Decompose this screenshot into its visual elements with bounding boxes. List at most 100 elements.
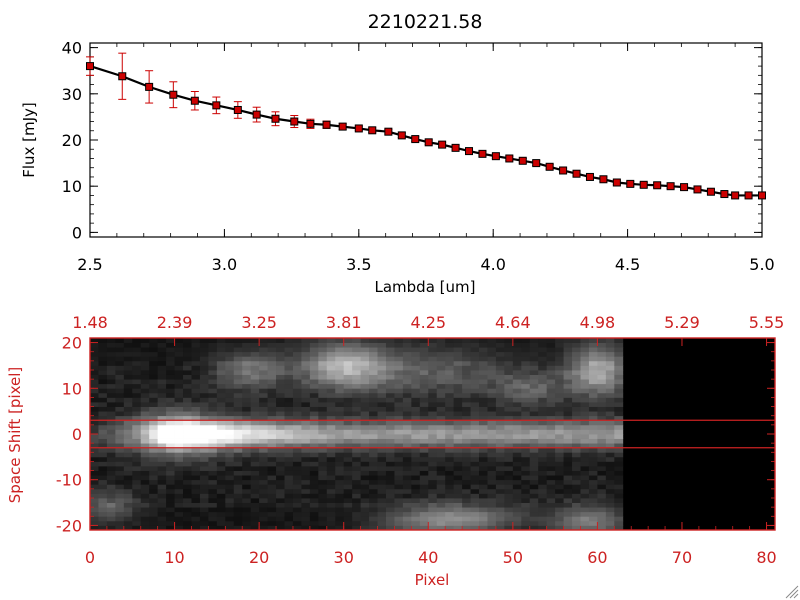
heatmap-cell — [225, 525, 235, 531]
heatmap-cell — [149, 415, 159, 421]
heatmap-cell — [191, 383, 201, 389]
heatmap-cell — [225, 443, 235, 449]
heatmap-cell — [580, 429, 590, 435]
heatmap-cell — [462, 388, 471, 394]
heatmap-cell — [470, 447, 480, 453]
heatmap-cell — [326, 461, 336, 467]
heatmap-cell — [343, 470, 353, 476]
heatmap-cell — [106, 342, 116, 348]
heatmap-cell — [487, 415, 497, 421]
heatmap-cell — [369, 420, 378, 426]
heatmap-cell — [521, 498, 531, 503]
heatmap-cell — [140, 365, 150, 371]
heatmap-cell — [495, 383, 505, 389]
heatmap-cell — [495, 429, 505, 435]
heatmap-cell — [538, 452, 548, 458]
heatmap-cell — [360, 488, 370, 494]
heatmap-cell — [487, 456, 497, 462]
heatmap-cell — [208, 493, 218, 499]
heatmap-cell — [487, 511, 497, 517]
heatmap-cell — [335, 470, 345, 476]
heatmap-cell — [402, 388, 412, 394]
heatmap-cell — [479, 484, 488, 490]
heatmap-cell — [267, 415, 277, 421]
heatmap-cell — [445, 461, 455, 467]
heatmap-cell — [597, 365, 607, 371]
heatmap-cell — [597, 338, 607, 343]
heatmap-cell — [174, 374, 184, 380]
heatmap-cell — [538, 342, 548, 348]
heatmap-cell — [208, 388, 218, 394]
heatmap-cell — [546, 406, 556, 412]
heatmap-cell — [352, 466, 362, 471]
heatmap-cell — [563, 374, 573, 380]
heatmap-cell — [538, 360, 548, 366]
heatmap-cell — [521, 356, 531, 362]
heatmap-cell — [385, 356, 395, 362]
heatmap-cell — [183, 388, 192, 394]
heatmap-cell — [115, 498, 125, 503]
heatmap-cell — [292, 424, 302, 430]
heatmap-cell — [462, 338, 471, 343]
heatmap-cell — [98, 342, 108, 348]
heatmap-cell — [487, 374, 497, 380]
heatmap-cell — [462, 392, 471, 398]
heatmap-cell — [521, 370, 531, 375]
heatmap-cell — [216, 520, 226, 526]
heatmap-cell — [428, 374, 438, 380]
heatmap-cell — [301, 452, 311, 458]
heatmap-cell — [343, 374, 353, 380]
heatmap-cell — [166, 397, 175, 403]
heatmap-cell — [132, 351, 142, 357]
heatmap-cell — [428, 470, 438, 476]
heatmap-cell — [538, 424, 548, 430]
heatmap-cell — [326, 383, 336, 389]
heatmap-cell — [90, 502, 99, 508]
heatmap-cell — [563, 507, 573, 513]
heatmap-cell — [115, 383, 125, 389]
heatmap-cell — [199, 475, 209, 481]
heatmap-cell — [343, 447, 353, 453]
heatmap-cell — [276, 356, 285, 362]
heatmap-cell — [250, 520, 260, 526]
heatmap-cell — [90, 424, 99, 430]
heatmap-cell — [445, 347, 455, 353]
heatmap-cell — [521, 484, 531, 490]
heatmap-cell — [140, 388, 150, 394]
heatmap-cell — [292, 429, 302, 435]
heatmap-cell — [352, 356, 362, 362]
heatmap-cell — [343, 456, 353, 462]
heatmap-cell — [495, 388, 505, 394]
heatmap-cell — [106, 356, 116, 362]
heatmap-cell — [225, 475, 235, 481]
heatmap-cell — [512, 493, 522, 499]
heatmap-cell — [216, 452, 226, 458]
heatmap-cell — [208, 360, 218, 366]
heatmap-cell — [428, 466, 438, 471]
heatmap-cell — [335, 356, 345, 362]
heatmap-cell — [267, 461, 277, 467]
heatmap-cell — [504, 365, 514, 371]
heatmap-cell — [352, 397, 362, 403]
heatmap-cell — [470, 525, 480, 531]
heatmap-cell — [115, 365, 125, 371]
heatmap-cell — [538, 356, 548, 362]
heatmap-cell — [174, 488, 184, 494]
heatmap-cell — [343, 475, 353, 481]
heatmap-cell — [276, 520, 285, 526]
heatmap-cell — [276, 443, 285, 449]
heatmap-cell — [259, 488, 268, 494]
heatmap-cell — [292, 443, 302, 449]
heatmap-cell — [369, 470, 378, 476]
heatmap-cell — [115, 456, 125, 462]
heatmap-cell — [259, 507, 268, 513]
heatmap-cell — [445, 507, 455, 513]
heatmap-cell — [428, 511, 438, 517]
heatmap-cell — [445, 379, 455, 385]
heatmap-cell — [149, 479, 159, 485]
heatmap-cell — [377, 379, 387, 385]
heatmap-cell — [487, 479, 497, 485]
heatmap-cell — [394, 456, 404, 462]
heatmap-cell — [115, 520, 125, 526]
heatmap-cell — [242, 475, 252, 481]
